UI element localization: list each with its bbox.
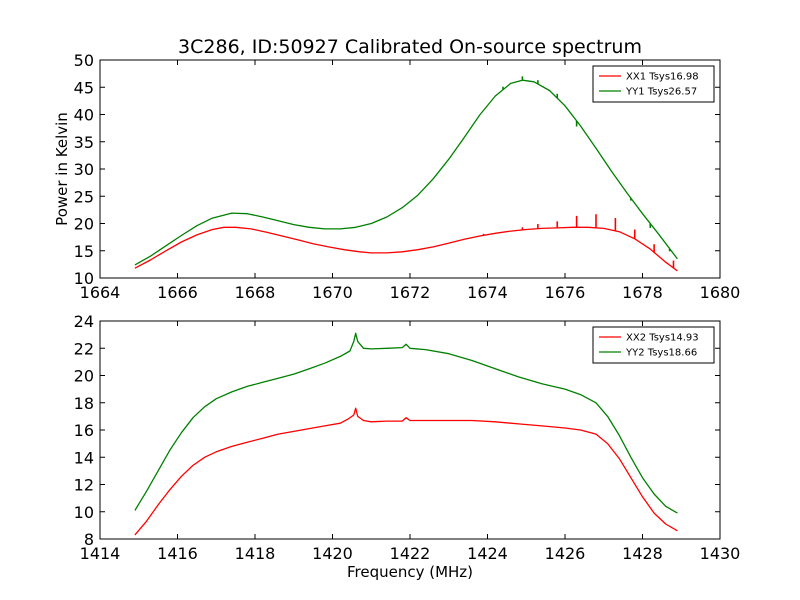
- legend-label: XX2 Tsys14.93: [626, 333, 699, 344]
- x-tick-label: 1426: [545, 544, 586, 563]
- y-tick-label: 14: [74, 448, 94, 467]
- y-axis-label: Power in Kelvin: [53, 112, 71, 226]
- legend-label: YY1 Tsys26.57: [625, 87, 697, 98]
- y-tick-label: 10: [74, 269, 94, 288]
- series-line-2: [134, 332, 678, 514]
- y-tick-label: 40: [74, 106, 94, 125]
- y-tick-label: 20: [74, 215, 94, 234]
- x-tick-label: 1428: [622, 544, 663, 563]
- x-tick-label: 1430: [700, 544, 741, 563]
- panels: 1664 1666 1668 1670 1672 1674 1676 1678 1680 10 15…: [53, 51, 740, 581]
- y-tick-label: 18: [74, 394, 94, 413]
- y-tick-label: 8: [84, 530, 94, 549]
- x-tick-label: 1422: [390, 544, 431, 563]
- x-tick-label: 1672: [390, 283, 431, 302]
- x-tick-label: 1666: [157, 283, 198, 302]
- legend-label: XX1 Tsys16.98: [626, 72, 699, 83]
- x-tick-label: 1676: [545, 283, 586, 302]
- chart-panel-2: 1414 1416 1418 1420 1422 1424 1426 1428 14308101…: [74, 312, 741, 581]
- x-tick-label: 1414: [80, 544, 121, 563]
- x-tick-label: 1668: [235, 283, 276, 302]
- x-tick-label: 1664: [80, 283, 121, 302]
- y-tick-label: 30: [74, 160, 94, 179]
- x-tick-label: 1420: [312, 544, 353, 563]
- y-tick-label: 22: [74, 339, 94, 358]
- y-tick-label: 50: [74, 51, 94, 70]
- x-tick-label: 1424: [467, 544, 508, 563]
- x-axis-label: Frequency (MHz): [347, 563, 473, 581]
- x-tick-label: 1418: [235, 544, 276, 563]
- series-line-1: [134, 226, 678, 272]
- y-tick-label: 10: [74, 503, 94, 522]
- x-tick-label: 1680: [700, 283, 741, 302]
- legend: XX2 Tsys14.93 YY2 Tsys18.66: [592, 326, 715, 364]
- legend-box: [592, 326, 715, 364]
- x-tick-label: 1678: [622, 283, 663, 302]
- y-tick-label: 24: [74, 312, 94, 331]
- series-line-1: [134, 407, 678, 536]
- y-tick-label: 35: [74, 133, 94, 152]
- y-tick-label: 45: [74, 78, 94, 97]
- x-tick-label: 1674: [467, 283, 508, 302]
- x-tick-label: 1416: [157, 544, 198, 563]
- y-tick-label: 16: [74, 421, 94, 440]
- y-tick-label: 20: [74, 367, 94, 386]
- series-line-2: [134, 79, 678, 266]
- chart-title: 3C286, ID:50927 Calibrated On-source spe…: [178, 36, 642, 58]
- y-tick-label: 15: [74, 242, 94, 261]
- legend-label: YY2 Tsys18.66: [625, 348, 697, 359]
- legend: XX1 Tsys16.98 YY1 Tsys26.57: [592, 65, 715, 103]
- y-tick-label: 25: [74, 187, 94, 206]
- legend-box: [592, 65, 715, 103]
- y-tick-label: 12: [74, 476, 94, 495]
- x-tick-label: 1670: [312, 283, 353, 302]
- chart-panel-1: 1664 1666 1668 1670 1672 1674 1676 1678 1680 10 15…: [53, 51, 740, 302]
